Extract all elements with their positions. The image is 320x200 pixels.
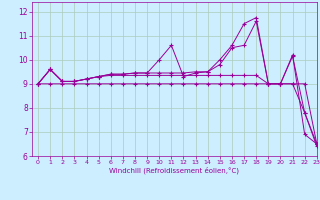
X-axis label: Windchill (Refroidissement éolien,°C): Windchill (Refroidissement éolien,°C) — [109, 167, 239, 174]
